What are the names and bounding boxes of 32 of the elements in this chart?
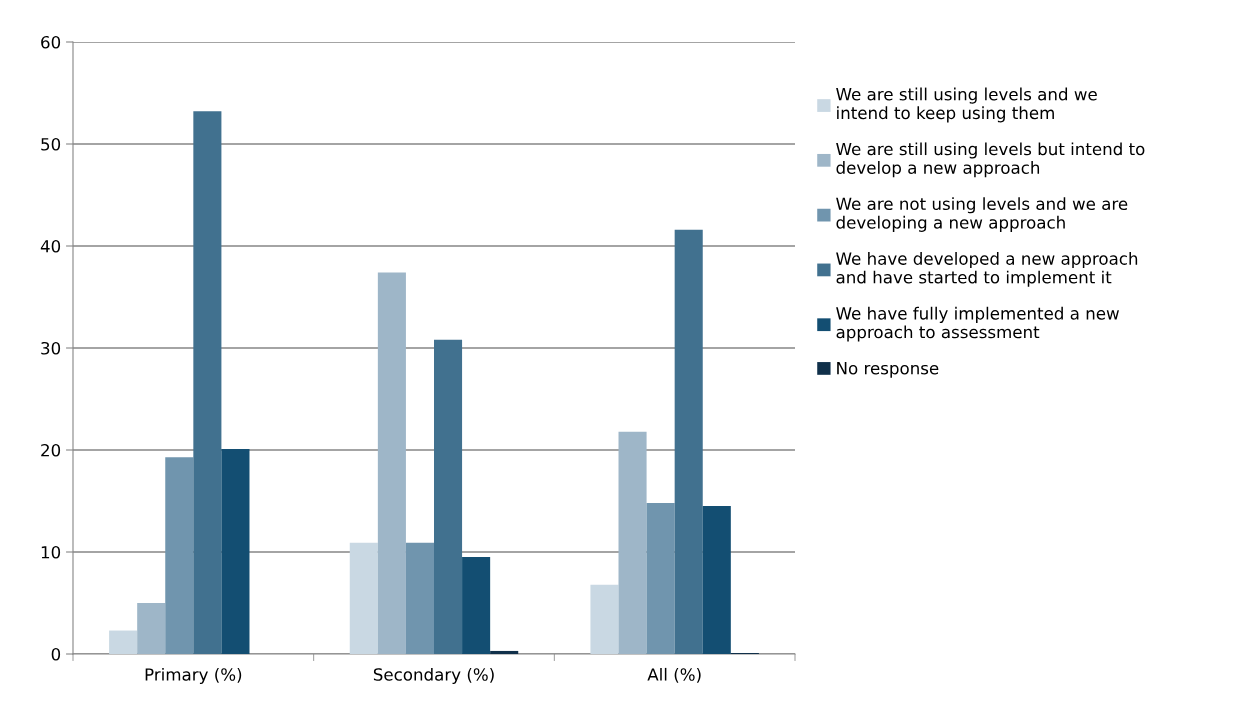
bar — [490, 650, 519, 654]
legend-label: We are still using levels but intend to develop a new approach — [836, 142, 1145, 178]
bar — [702, 506, 731, 654]
legend-label: We have fully implemented a new approach to assessment — [836, 306, 1119, 342]
bar — [618, 431, 647, 654]
bar — [377, 272, 406, 654]
y-tick-label: 60 — [41, 35, 61, 49]
bar — [434, 339, 463, 654]
x-tick-label: Secondary (%) — [373, 667, 494, 685]
y-tick-label: 0 — [51, 647, 61, 661]
y-tick-label: 50 — [41, 137, 61, 151]
bar — [462, 557, 491, 654]
bar — [109, 630, 138, 654]
bar — [193, 111, 222, 654]
legend-label: We are not using levels and we are developing a new approach — [836, 197, 1128, 232]
bar — [221, 448, 250, 654]
legend-label: No response — [837, 362, 939, 378]
y-tick-label: 30 — [41, 341, 61, 355]
bar — [674, 229, 703, 654]
bar — [349, 542, 378, 654]
bar — [165, 457, 194, 654]
y-tick-label: 40 — [40, 239, 61, 253]
bar — [590, 584, 619, 654]
legend-label: We have developed a new approach and have started to implement it — [836, 251, 1138, 287]
x-tick-label: All (%) — [647, 667, 701, 683]
bar — [405, 542, 434, 654]
y-tick-label: 10 — [41, 545, 61, 559]
bar — [137, 603, 166, 654]
x-tick-label: Primary (%) — [145, 667, 242, 685]
legend-label: We are still using levels and we intend to keep using them — [836, 87, 1097, 123]
bar — [646, 503, 675, 654]
y-tick-label: 20 — [41, 443, 61, 457]
